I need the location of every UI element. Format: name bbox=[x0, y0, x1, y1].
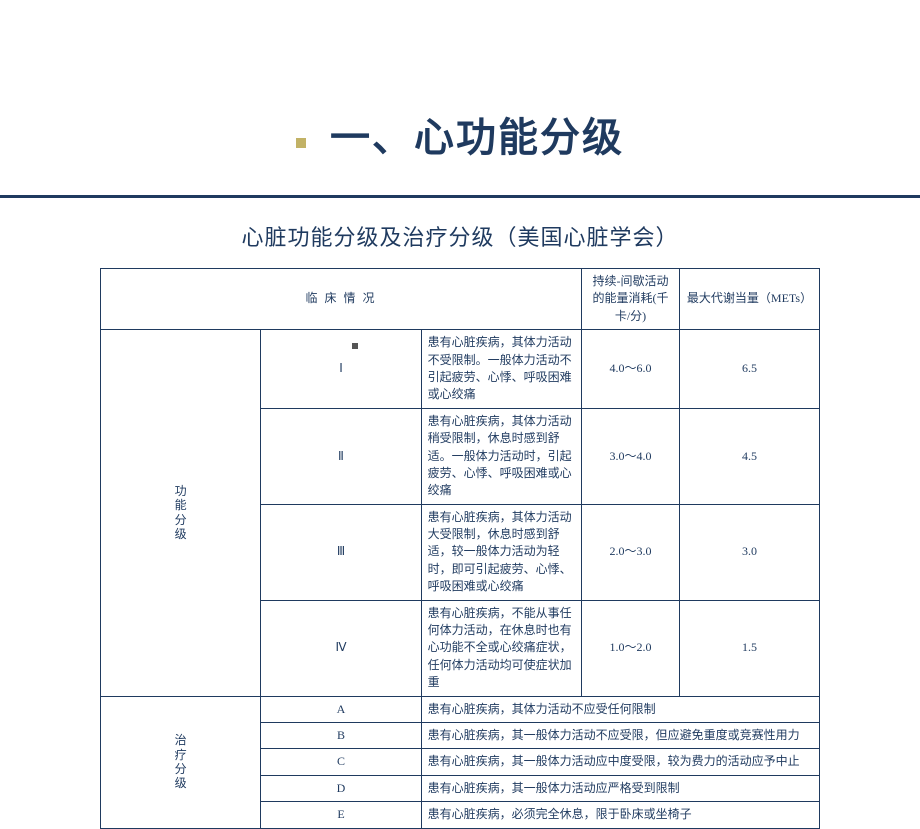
cursor-marker-icon bbox=[352, 343, 358, 349]
level-cell: E bbox=[261, 802, 421, 828]
level-cell: Ⅱ bbox=[261, 408, 421, 504]
header-clinical: 临 床 情 况 bbox=[101, 269, 582, 330]
mets-cell: 1.5 bbox=[680, 600, 820, 696]
vert-char: 疗 bbox=[103, 748, 258, 762]
level-cell: D bbox=[261, 775, 421, 801]
vert-char: 分 bbox=[103, 513, 258, 527]
classification-table-wrap: 临 床 情 况 持续-间歇活动的能量消耗(千卡/分) 最大代谢当量（METs） … bbox=[100, 268, 820, 829]
subtitle: 心脏功能分级及治疗分级（美国心脏学会） bbox=[0, 220, 920, 252]
desc-cell: 患有心脏疾病，其体力活动不受限制。一般体力活动不引起疲劳、心悸、呼吸困难或心绞痛 bbox=[421, 330, 581, 409]
level-cell: B bbox=[261, 722, 421, 748]
desc-cell: 患有心脏疾病，其一般体力活动应中度受限，较为费力的活动应予中止 bbox=[421, 749, 819, 775]
classification-table: 临 床 情 况 持续-间歇活动的能量消耗(千卡/分) 最大代谢当量（METs） … bbox=[100, 268, 820, 829]
desc-cell: 患有心脏疾病，其一般体力活动应严格受到限制 bbox=[421, 775, 819, 801]
vert-char: 功 bbox=[103, 484, 258, 498]
main-title: 一、心功能分级 bbox=[330, 115, 624, 160]
mets-cell: 6.5 bbox=[680, 330, 820, 409]
vert-char: 分 bbox=[103, 762, 258, 776]
energy-cell: 3.0～4.0 bbox=[582, 408, 680, 504]
energy-cell: 1.0～2.0 bbox=[582, 600, 680, 696]
header-mets: 最大代谢当量（METs） bbox=[680, 269, 820, 330]
table-header-row: 临 床 情 况 持续-间歇活动的能量消耗(千卡/分) 最大代谢当量（METs） bbox=[101, 269, 820, 330]
level-cell: Ⅲ bbox=[261, 504, 421, 600]
desc-cell: 患有心脏疾病，其体力活动大受限制，休息时感到舒适，较一般体力活动为轻时，即可引起… bbox=[421, 504, 581, 600]
mets-cell: 3.0 bbox=[680, 504, 820, 600]
desc-cell: 患有心脏疾病，其体力活动不应受任何限制 bbox=[421, 696, 819, 722]
vert-char: 级 bbox=[103, 527, 258, 541]
desc-cell: 患有心脏疾病，必须完全休息，限于卧床或坐椅子 bbox=[421, 802, 819, 828]
vert-char: 能 bbox=[103, 498, 258, 512]
therapeutic-group-label: 治 疗 分 级 bbox=[101, 696, 261, 828]
level-cell: C bbox=[261, 749, 421, 775]
desc-cell: 患有心脏疾病，其体力活动稍受限制，休息时感到舒适。一般体力活动时，引起疲劳、心悸… bbox=[421, 408, 581, 504]
energy-cell: 4.0～6.0 bbox=[582, 330, 680, 409]
horizontal-divider bbox=[0, 195, 920, 198]
mets-cell: 4.5 bbox=[680, 408, 820, 504]
desc-cell: 患有心脏疾病，其一般体力活动不应受限，但应避免重度或竞赛性用力 bbox=[421, 722, 819, 748]
table-row: 治 疗 分 级 A 患有心脏疾病，其体力活动不应受任何限制 bbox=[101, 696, 820, 722]
energy-cell: 2.0～3.0 bbox=[582, 504, 680, 600]
table-row: 功 能 分 级 Ⅰ 患有心脏疾病，其体力活动不受限制。一般体力活动不引起疲劳、心… bbox=[101, 330, 820, 409]
level-cell: Ⅰ bbox=[261, 330, 421, 409]
header-energy: 持续-间歇活动的能量消耗(千卡/分) bbox=[582, 269, 680, 330]
desc-cell: 患有心脏疾病，不能从事任何体力活动，在休息时也有心功能不全或心绞痛症状，任何体力… bbox=[421, 600, 581, 696]
title-section: 一、心功能分级 bbox=[0, 0, 920, 163]
vert-char: 级 bbox=[103, 776, 258, 790]
vert-char: 治 bbox=[103, 733, 258, 747]
level-cell: Ⅳ bbox=[261, 600, 421, 696]
functional-group-label: 功 能 分 级 bbox=[101, 330, 261, 696]
title-bullet bbox=[296, 138, 306, 148]
level-cell: A bbox=[261, 696, 421, 722]
